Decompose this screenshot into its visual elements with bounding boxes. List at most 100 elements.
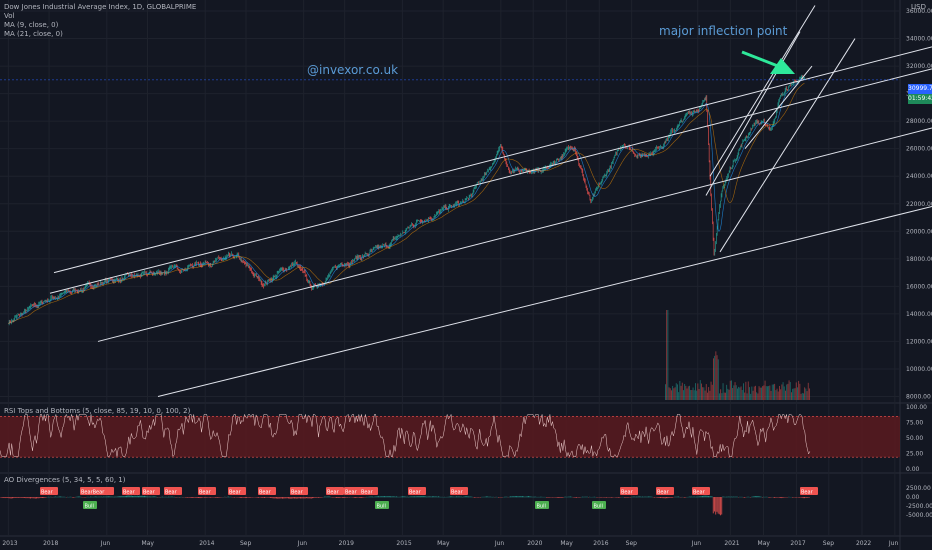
ao-bar	[310, 497, 312, 499]
ao-bar	[540, 496, 541, 498]
rsi-pane-label[interactable]: RSI Tops and Bottoms (5, close, 85, 19, …	[4, 407, 191, 415]
ao-bar	[201, 497, 203, 498]
ao-bar	[3, 497, 5, 498]
ao-bar	[26, 497, 28, 499]
ao-bar	[360, 497, 361, 498]
volume-bar	[716, 355, 718, 400]
bear-label: Bear	[451, 490, 464, 496]
ao-bar	[414, 496, 415, 498]
volume-bar	[669, 388, 671, 400]
ao-bar	[498, 497, 499, 498]
ao-bar	[541, 496, 543, 498]
ao-bar	[324, 496, 325, 498]
annotation-text[interactable]: major inflection point	[659, 24, 788, 38]
ao-bar	[711, 496, 713, 498]
volume-bar	[672, 385, 674, 400]
x-tick-label: May	[437, 540, 450, 547]
ao-bar	[751, 496, 753, 498]
bull-label: Bull	[594, 504, 603, 510]
volume-bar	[761, 387, 762, 400]
ao-bar	[226, 496, 228, 498]
ao-bar	[776, 497, 778, 498]
ao-bar	[589, 496, 591, 498]
ao-bar	[752, 496, 754, 498]
ao-bar	[390, 496, 391, 498]
volume-bar	[667, 310, 669, 400]
ao-bar	[136, 495, 138, 498]
ao-bar	[42, 497, 43, 498]
y-tick-label: 32000.00	[906, 63, 932, 70]
ao-bar	[646, 496, 648, 498]
ao-bar	[234, 497, 235, 498]
ao-bar	[190, 497, 192, 498]
ao-bar	[528, 496, 529, 498]
ao-bar	[759, 496, 761, 498]
ao-bar	[782, 497, 784, 498]
rsi-tick-label: 25.00	[906, 451, 923, 458]
ao-bar	[721, 497, 723, 515]
indicator-ma21[interactable]: MA (21, close, 0)	[4, 30, 63, 38]
ao-bar	[288, 497, 289, 499]
ao-bar	[714, 497, 715, 512]
volume-bar	[780, 389, 782, 400]
ao-bar	[808, 497, 810, 498]
volume-bar	[771, 384, 773, 400]
ao-bar	[284, 497, 286, 499]
ao-bar	[108, 496, 109, 498]
bull-label-bg	[375, 501, 389, 509]
ao-bar	[670, 497, 672, 498]
y-tick-label: 12000.00	[906, 338, 932, 345]
ao-bar	[420, 496, 421, 498]
bear-label-bg	[344, 487, 362, 495]
ao-bar	[795, 497, 797, 498]
ao-bar	[210, 497, 211, 498]
ao-bar	[392, 496, 394, 498]
ao-bar	[369, 496, 371, 498]
ao-bar	[532, 496, 534, 498]
ao-bar	[128, 495, 130, 498]
x-tick-label: 2020	[527, 540, 542, 547]
ao-bar	[79, 496, 81, 498]
volume-bar	[679, 380, 681, 400]
ao-bar	[459, 496, 461, 498]
ao-bar	[337, 497, 339, 498]
ao-bar	[674, 496, 676, 498]
ao-bar	[453, 496, 455, 498]
ao-bar	[152, 496, 154, 498]
ao-bar	[303, 497, 305, 499]
ao-bar	[199, 497, 201, 499]
ao-bar	[616, 497, 618, 498]
ao-bar	[142, 496, 144, 498]
ao-bar	[676, 496, 678, 498]
ao-bar	[486, 496, 487, 498]
ao-bar	[376, 496, 378, 498]
ao-bar	[684, 497, 685, 498]
volume-bar	[704, 390, 706, 400]
indicator-vol[interactable]: Vol	[4, 12, 15, 20]
ao-bar	[438, 496, 439, 498]
ao-bar	[380, 496, 382, 498]
ao-bar	[559, 497, 561, 498]
ao-bar	[601, 497, 603, 498]
volume-bar	[797, 387, 798, 400]
x-tick-label: May	[758, 540, 771, 547]
ao-bar	[298, 497, 300, 499]
ao-bar	[339, 497, 341, 498]
ao-bar	[316, 497, 318, 498]
volume-bar	[693, 390, 695, 400]
indicator-ma9[interactable]: MA (9, close, 0)	[4, 21, 59, 29]
ao-bar	[694, 496, 696, 498]
ao-bar	[91, 496, 93, 498]
symbol-title[interactable]: Dow Jones Industrial Average Index, 1D, …	[4, 3, 197, 11]
ao-bar	[434, 496, 436, 498]
bear-label-bg	[360, 487, 378, 495]
ao-bar	[700, 496, 702, 498]
ao-bar	[608, 497, 610, 498]
ao-pane-label[interactable]: AO Divergences (5, 34, 5, 5, 60, 1)	[4, 476, 126, 484]
ao-bar	[258, 497, 259, 498]
volume-bar	[686, 388, 688, 400]
ao-bar	[381, 496, 383, 498]
bear-label: Bear	[199, 490, 212, 496]
bear-label: Bear	[291, 490, 304, 496]
